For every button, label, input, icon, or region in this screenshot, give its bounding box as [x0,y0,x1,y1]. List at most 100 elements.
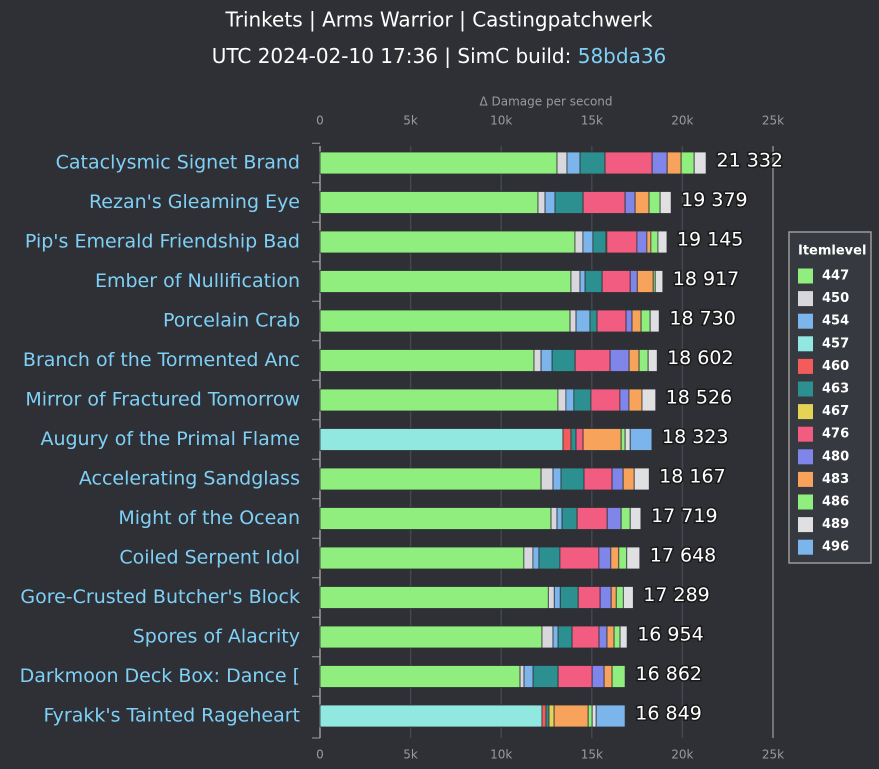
bar-segment [598,625,608,649]
bar-segment [552,467,562,491]
bar-segment [584,270,603,293]
bar-segment [633,467,650,491]
category-label: Accelerating Sandglass [79,468,300,490]
bar-segment [624,428,631,451]
bar-segment [319,625,543,649]
bar-segment [544,191,556,214]
bar-segment [604,151,653,175]
category-label: Coiled Serpent Idol [119,547,300,569]
bar-segment [319,191,539,214]
bar-segment [550,507,558,530]
x-tick-label: 15k [581,114,603,128]
bar-segment [628,388,643,412]
total-label: 17 719 [651,505,717,527]
bar-segment [554,191,584,214]
legend-label: 447 [822,269,849,284]
legend-swatch [798,517,813,533]
total-label: 16 862 [636,663,702,685]
bar-segment [648,191,661,214]
bar-segment [540,349,553,372]
bar-segment [629,270,638,293]
bar-segment [628,349,640,372]
bar-segment [625,309,633,333]
bar-segment [519,665,525,688]
legend-swatch [798,381,813,397]
bar-segment [651,151,668,175]
bar-segment [634,191,650,214]
legend-label: 489 [822,517,849,532]
bar-segment [603,665,613,688]
bar-segment [611,467,624,491]
bar-segment [559,546,600,570]
bar-segment [599,586,612,609]
build-link[interactable]: 58bda36 [578,44,667,68]
bar-segment [319,546,525,570]
bar-segment [613,625,621,649]
category-label: Darkmoon Deck Box: Dance [ [20,665,300,687]
category-label: Ember of Nullification [95,270,300,292]
category-label: Rezan's Gleaming Eye [89,191,300,213]
bar-segment [319,151,558,175]
bar-segment [579,151,606,175]
bar-segment [319,467,542,491]
bar-segment [589,309,598,333]
category-label: Mirror of Fractured Tomorrow [25,389,300,411]
bar-segment [573,388,592,412]
legend-label: 457 [822,336,849,351]
bar-segment [577,586,601,609]
chart-title: Trinkets | Arms Warrior | Castingpatchwe… [224,8,653,32]
x-tick-label: 10k [490,114,512,128]
bar-segment [659,191,672,214]
category-label: Porcelain Crab [163,310,300,332]
category-label: Spores of Alacrity [133,626,300,648]
bar-segment [631,309,642,333]
total-label: 18 526 [666,387,732,409]
legend-label: 450 [822,291,849,306]
bar-segment [561,507,578,530]
bar-segment [545,704,550,728]
bar-segment [591,665,605,688]
x-tick-label: 0 [316,748,324,762]
bar-segment [591,704,597,728]
bar-segment [532,665,559,688]
bar-segment [610,546,620,570]
x-tick-label: 25k [762,748,784,762]
legend-swatch [798,426,813,442]
bar-segment [575,428,584,451]
category-label: Cataclysmic Signet Brand [56,152,300,174]
total-label: 21 332 [717,150,783,172]
bar-segment [319,428,564,451]
bar-segment [565,388,575,412]
legend-label: 460 [822,359,849,374]
legend-swatch [798,471,813,487]
total-label: 19 379 [681,189,747,211]
category-label: Branch of the Tormented Anc [23,349,300,371]
chart-subtitle: UTC 2024-02-10 17:36 | SimC build: 58bda… [212,44,667,68]
legend-label: 483 [822,472,849,487]
bar-segment [319,665,521,688]
bar-segment [596,309,627,333]
bar-segment [606,507,622,530]
bar-segment [560,467,585,491]
total-label: 18 323 [662,426,728,448]
bar-segment [629,428,653,451]
bar-segment [618,546,628,570]
legend-label: 496 [822,540,849,555]
bar-segment [619,625,628,649]
bar-segment [571,625,600,649]
bar-segment [551,349,576,372]
bar-segment [647,349,658,372]
bar-segment [657,230,668,254]
total-label: 18 167 [659,466,725,488]
bar-segment [592,230,607,254]
bar-segment [636,230,648,254]
category-label: Fyrakk's Tainted Rageheart [43,705,300,727]
legend-swatch [798,404,813,420]
total-label: 16 954 [637,624,703,646]
bar-segment [620,507,631,530]
bar-segment [650,230,659,254]
bar-segment [576,507,608,530]
category-label: Augury of the Primal Flame [40,428,300,450]
bar-segment [622,586,634,609]
bar-segment [615,586,624,609]
